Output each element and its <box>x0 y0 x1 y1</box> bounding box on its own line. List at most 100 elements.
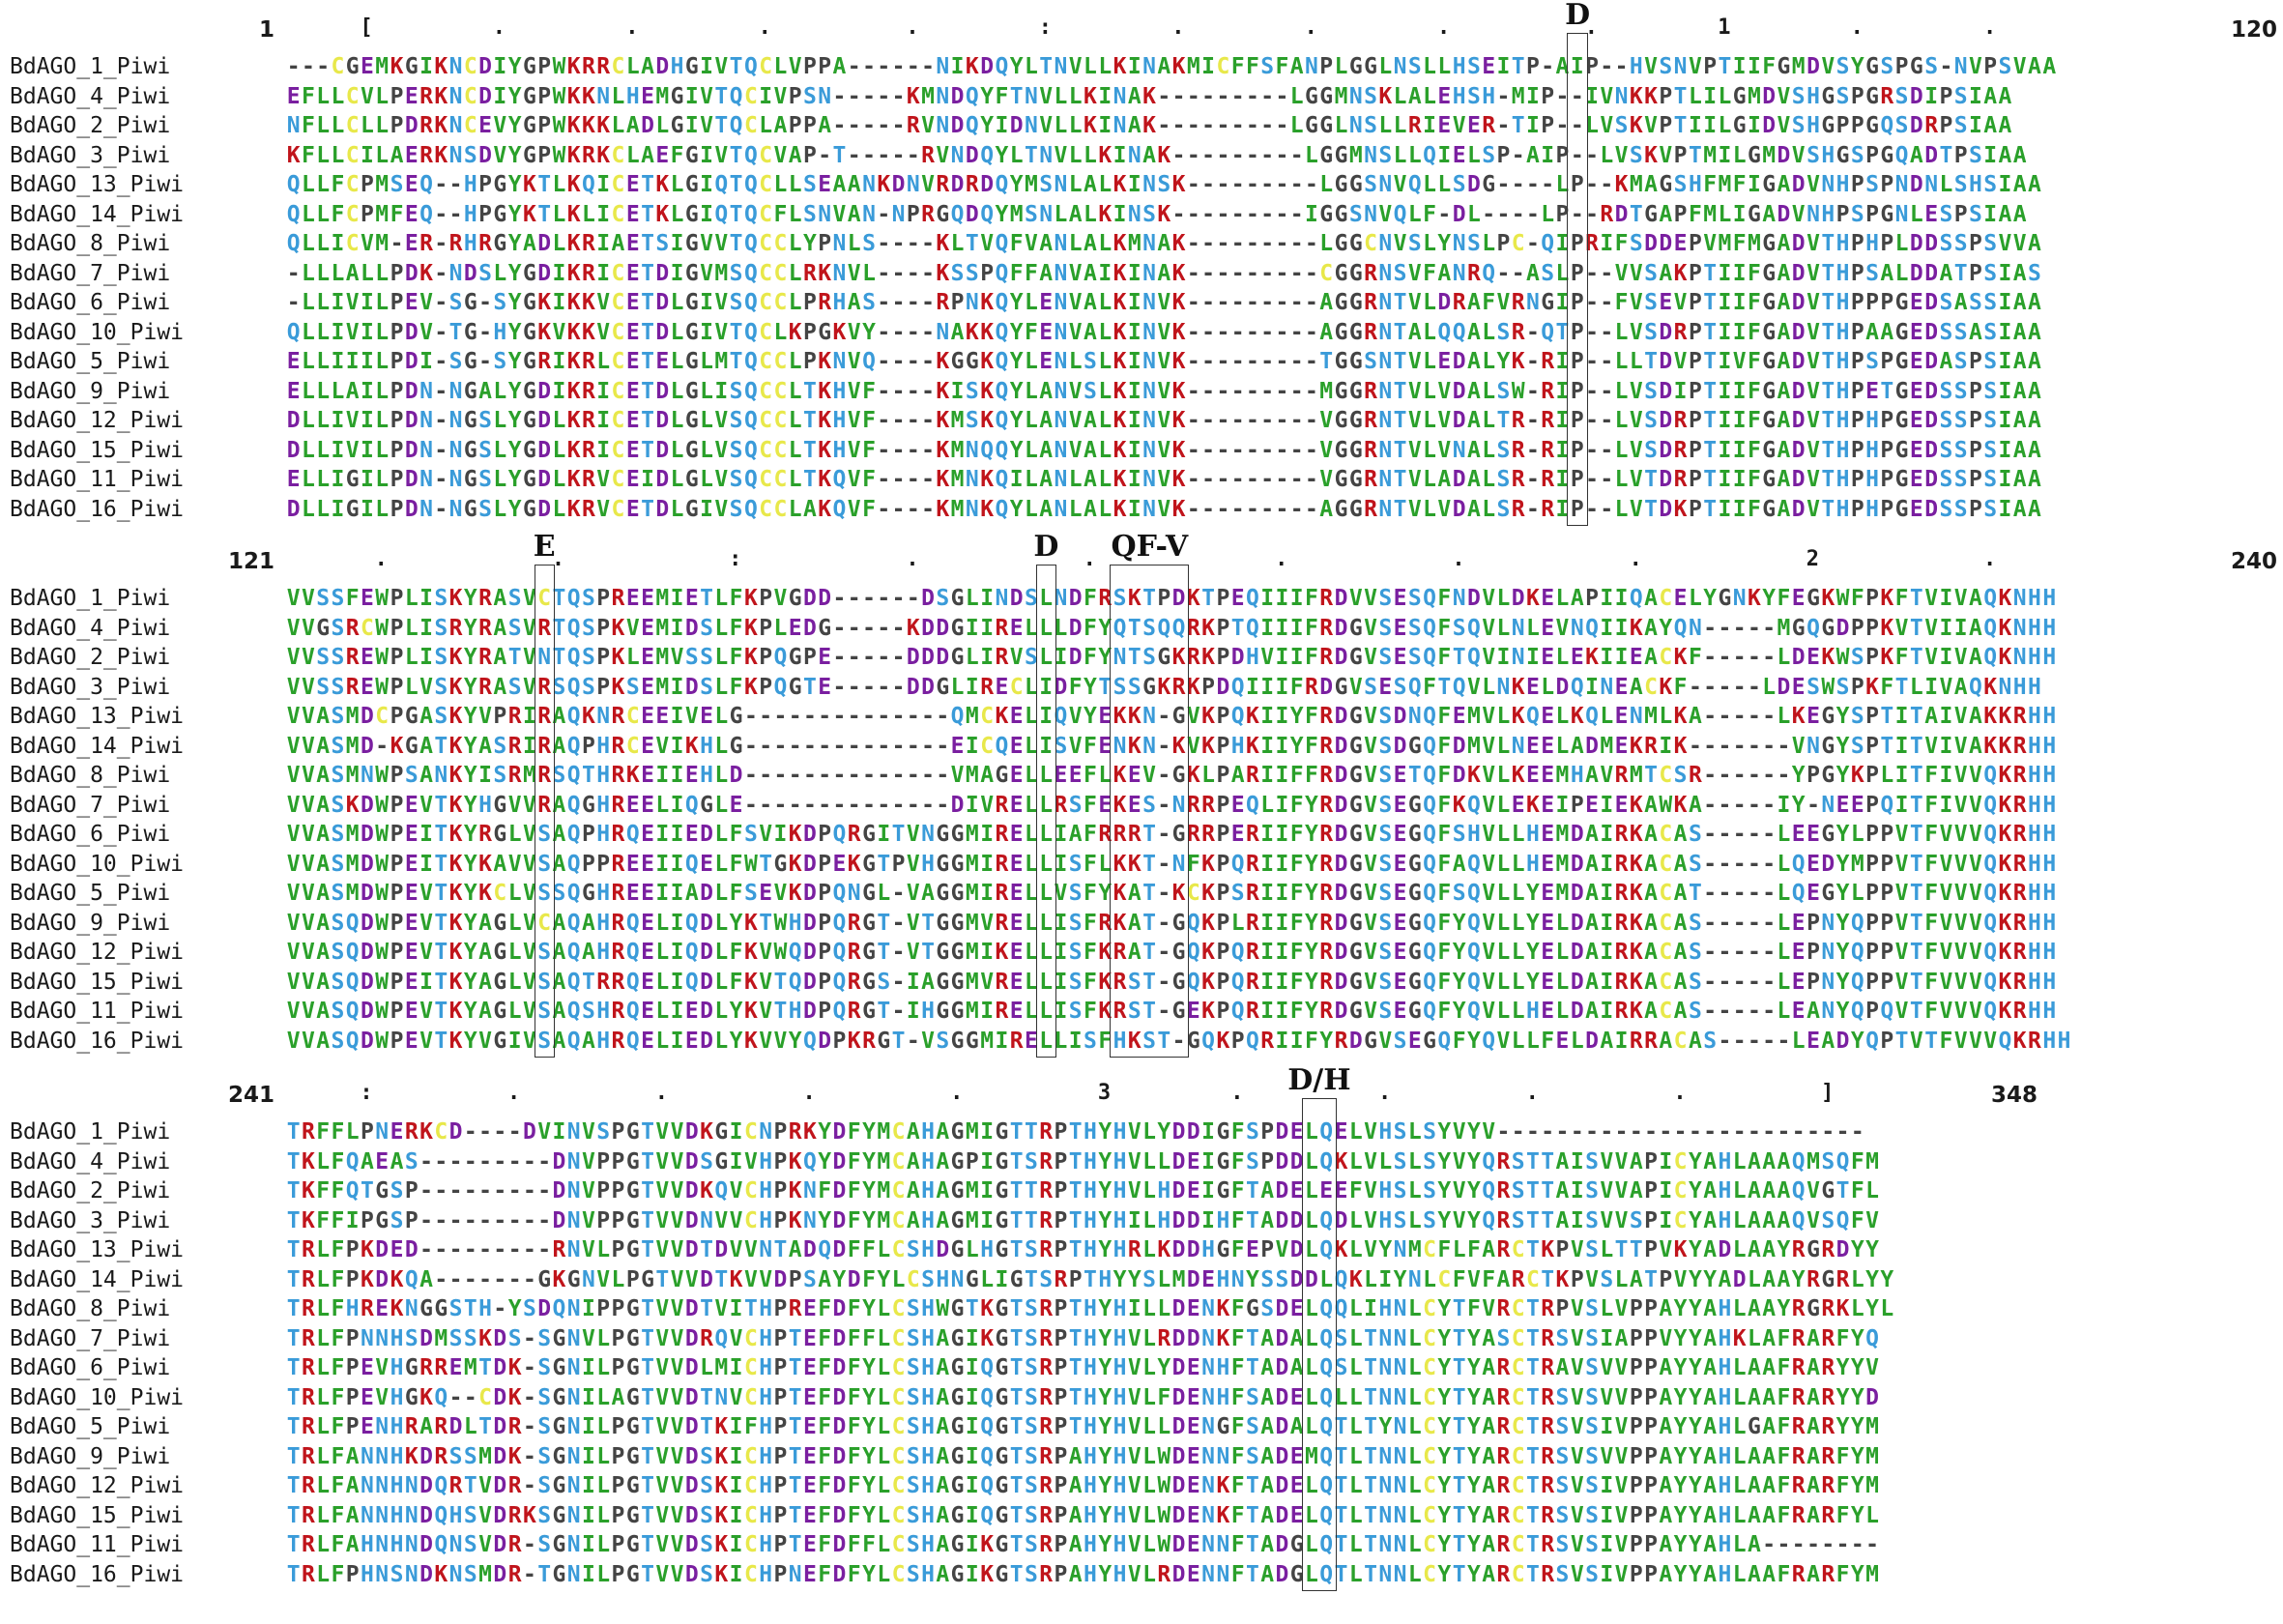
residue: K <box>1998 940 2012 965</box>
residue: G <box>684 231 699 256</box>
residue: V <box>1482 881 1496 906</box>
residue: E <box>1791 674 1806 700</box>
ruler-mark: : <box>729 547 742 571</box>
residue: P <box>1850 231 1864 256</box>
residue: G <box>1348 319 1363 345</box>
residue: L <box>655 969 670 995</box>
ruler-mark: 3 <box>1097 1081 1112 1105</box>
residue: I <box>670 763 684 788</box>
residue: H <box>759 1384 773 1410</box>
residue: C <box>611 260 625 286</box>
residue: F <box>316 1119 331 1145</box>
residue: F <box>729 674 743 700</box>
residue: V <box>1614 1296 1629 1321</box>
residue: G <box>1762 231 1777 256</box>
residue: N <box>832 231 847 256</box>
residue: V <box>286 704 301 729</box>
residue: Y <box>877 1266 891 1292</box>
residue: W <box>375 1028 390 1054</box>
residue: W <box>773 940 788 965</box>
residue: I <box>419 349 433 374</box>
residue: G <box>1407 999 1422 1024</box>
residue: L <box>1777 940 1791 965</box>
residue: E <box>1541 969 1555 995</box>
residue: - <box>891 733 906 759</box>
residue: A <box>1777 1266 1791 1292</box>
residue: L <box>1718 201 1732 227</box>
residue: L <box>1482 467 1496 492</box>
residue: Q <box>995 54 1009 79</box>
residue: I <box>729 1148 743 1174</box>
residue: F <box>1924 822 1939 847</box>
residue: E <box>684 999 699 1024</box>
residue: A <box>847 172 861 197</box>
residue: - <box>773 792 788 818</box>
residue: K <box>1171 437 1186 463</box>
residue: D <box>655 260 670 286</box>
residue: P <box>582 733 595 759</box>
residue: G <box>552 1355 566 1380</box>
residue: A <box>1777 1207 1791 1233</box>
residue: Q <box>965 113 979 138</box>
residue: L <box>1142 1296 1156 1321</box>
residue: G <box>493 969 507 995</box>
residue: P <box>773 1384 788 1410</box>
residue: A <box>2012 349 2027 374</box>
residue: K <box>936 437 950 463</box>
residue: F <box>1098 1028 1113 1054</box>
residue: Q <box>1245 615 1259 641</box>
residue: N <box>862 172 876 197</box>
residue: S <box>1452 172 1466 197</box>
residue: V <box>1466 1266 1481 1292</box>
residue: - <box>906 1028 920 1054</box>
residue: A <box>316 910 331 936</box>
residue: N <box>1393 1325 1407 1351</box>
residue: I <box>950 378 965 404</box>
residue: T <box>1511 113 1525 138</box>
residue: L <box>1777 645 1791 670</box>
residue: - <box>1275 319 1289 345</box>
residue: A <box>1068 201 1083 227</box>
residue: T <box>1718 54 1732 79</box>
residue: F <box>316 1178 331 1204</box>
residue: Q <box>1983 586 1998 611</box>
residue: - <box>1230 467 1245 492</box>
residue: V <box>1393 231 1407 256</box>
residue: Y <box>1835 1355 1850 1380</box>
residue: Q <box>1334 1296 1348 1321</box>
residue: F <box>1688 645 1702 670</box>
residue: H <box>1835 172 1850 197</box>
residue: W <box>375 999 390 1024</box>
residue: Y <box>1098 1119 1113 1145</box>
residue: C <box>375 704 390 729</box>
residue: P <box>1865 615 1879 641</box>
residue: N <box>1054 260 1068 286</box>
residue: K <box>1201 615 1216 641</box>
residue: I <box>1275 645 1289 670</box>
residue: - <box>921 437 935 463</box>
residue: G <box>1806 586 1820 611</box>
residue: - <box>1703 792 1718 818</box>
residue: V <box>714 496 729 522</box>
residue: E <box>1806 881 1820 906</box>
residue: I <box>1054 822 1068 847</box>
residue: R <box>1511 496 1525 522</box>
residue: I <box>596 378 611 404</box>
residue: P <box>1673 201 1688 227</box>
residue: - <box>877 319 891 345</box>
residue: - <box>1732 822 1747 847</box>
residue: S <box>1983 378 1998 404</box>
ruler-mark: . <box>1673 1081 1687 1105</box>
residue: V <box>301 615 315 641</box>
residue: I <box>345 1207 360 1233</box>
residue: F <box>818 1384 832 1410</box>
residue: Q <box>566 586 581 611</box>
residue: S <box>1334 1355 1348 1380</box>
residue: T <box>700 1296 713 1321</box>
residue: V <box>700 260 713 286</box>
residue: L <box>552 437 566 463</box>
residue: E <box>1393 763 1407 788</box>
residue: A <box>1968 615 1982 641</box>
residue: I <box>1127 319 1142 345</box>
residue: L <box>714 999 729 1024</box>
